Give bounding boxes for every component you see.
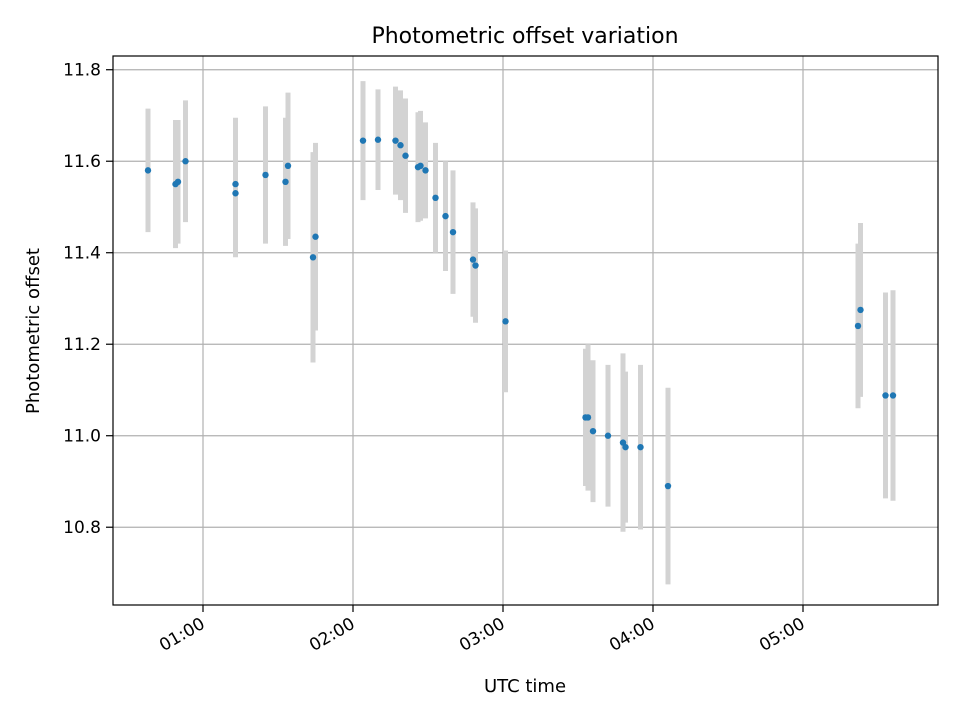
data-point: [312, 233, 319, 240]
data-point: [449, 228, 457, 236]
data-point: [637, 443, 644, 451]
data-point: [232, 190, 239, 197]
data-point: [402, 152, 409, 159]
y-tick-label: 11.8: [63, 61, 101, 81]
data-point: [392, 137, 399, 144]
data-point: [144, 167, 152, 174]
data-point: [584, 414, 592, 421]
data-point: [854, 322, 862, 330]
plot-frame: [112, 55, 939, 606]
data-point: [622, 443, 629, 451]
y-tick-label: 11.6: [63, 152, 101, 172]
data-point: [374, 136, 382, 143]
data-point: [397, 142, 404, 149]
y-tick-label: 11.4: [63, 244, 101, 264]
data-point: [472, 262, 479, 269]
data-point: [442, 212, 449, 220]
data-points: [144, 136, 897, 490]
chart-title: Photometric offset variation: [371, 24, 678, 49]
data-point: [359, 137, 367, 144]
data-point: [182, 158, 189, 165]
y-axis: 10.8 11.0 11.2 11.4 11.6 11.8: [63, 61, 113, 538]
y-tick-label: 10.8: [63, 518, 101, 538]
grid: [113, 56, 938, 605]
data-point: [174, 178, 182, 186]
data-point: [284, 162, 292, 169]
data-point: [664, 482, 672, 490]
data-point: [882, 392, 889, 399]
data-point: [432, 194, 439, 202]
x-axis-label: UTC time: [484, 676, 566, 697]
data-point: [282, 178, 289, 186]
y-tick-label: 11.2: [63, 335, 101, 355]
y-tick-label: 11.0: [63, 427, 101, 447]
data-point: [857, 306, 864, 314]
data-point: [502, 318, 509, 325]
data-point: [469, 256, 477, 263]
data-point: [604, 432, 612, 439]
data-point: [262, 171, 269, 179]
data-point: [417, 162, 424, 169]
data-point: [232, 180, 239, 188]
y-axis-label: Photometric offset: [23, 248, 44, 414]
data-point: [589, 427, 597, 435]
data-point: [889, 392, 897, 399]
data-point: [309, 254, 317, 261]
data-point: [422, 167, 429, 174]
